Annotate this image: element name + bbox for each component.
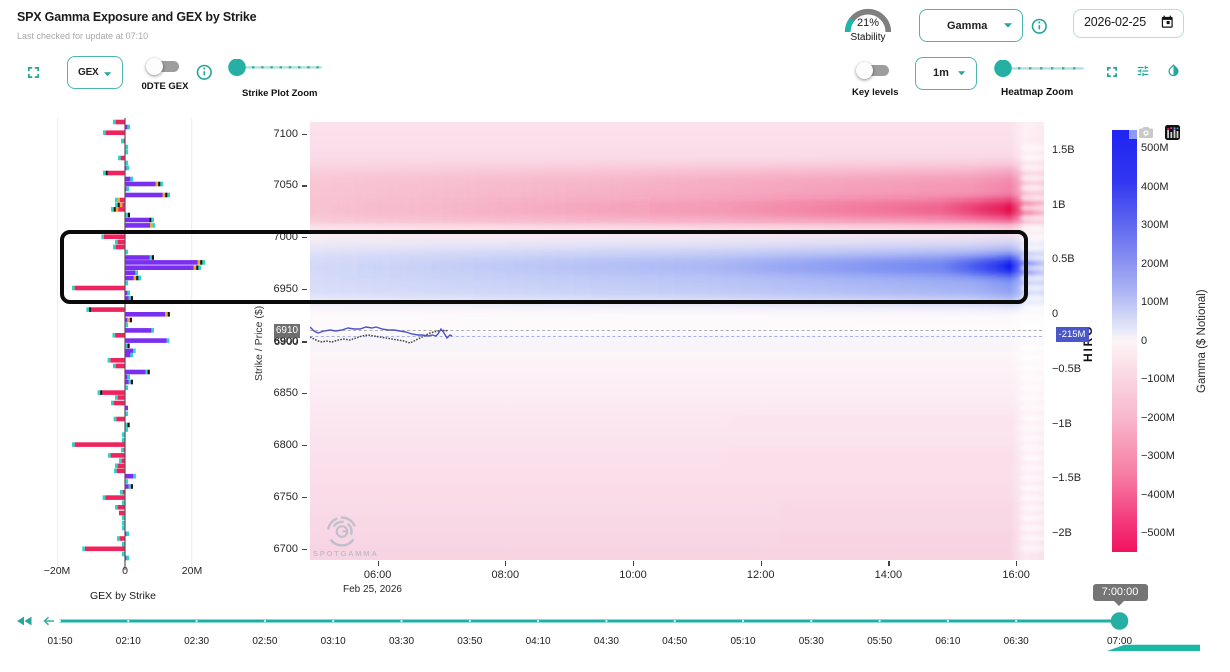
- svg-text:02:50: 02:50: [252, 636, 277, 647]
- svg-text:06:10: 06:10: [935, 636, 960, 647]
- svg-text:05:30: 05:30: [799, 636, 824, 647]
- svg-text:SPOTGAMMA: SPOTGAMMA: [313, 549, 379, 558]
- svg-text:04:10: 04:10: [526, 636, 551, 647]
- svg-text:02:30: 02:30: [184, 636, 209, 647]
- svg-text:04:30: 04:30: [594, 636, 619, 647]
- svg-text:03:30: 03:30: [389, 636, 414, 647]
- svg-text:01:50: 01:50: [47, 636, 72, 647]
- svg-text:05:10: 05:10: [730, 636, 755, 647]
- svg-text:03:10: 03:10: [321, 636, 346, 647]
- svg-text:05:50: 05:50: [867, 636, 892, 647]
- svg-text:04:50: 04:50: [662, 636, 687, 647]
- svg-text:07:00: 07:00: [1107, 636, 1132, 647]
- svg-text:02:10: 02:10: [116, 636, 141, 647]
- svg-text:06:30: 06:30: [1004, 636, 1029, 647]
- svg-text:03:50: 03:50: [457, 636, 482, 647]
